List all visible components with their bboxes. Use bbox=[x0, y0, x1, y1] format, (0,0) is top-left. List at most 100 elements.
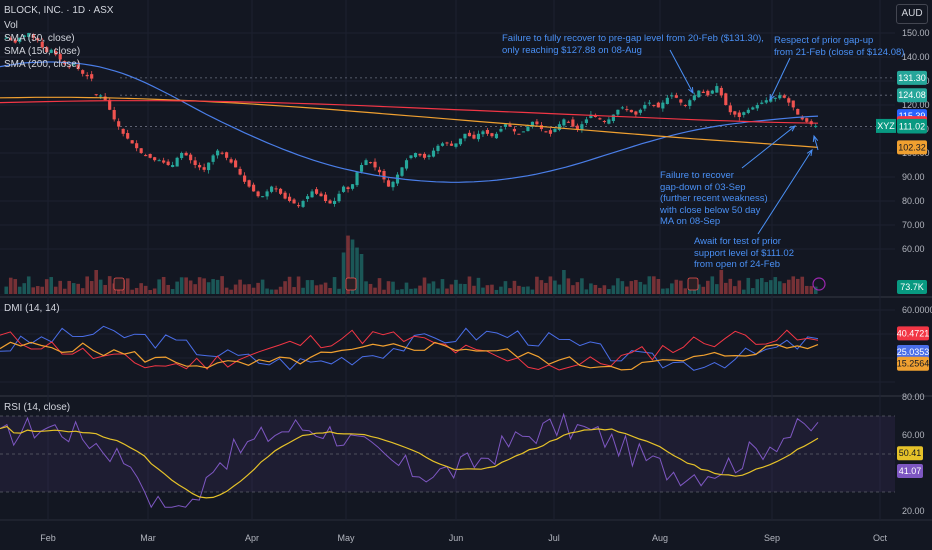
volume-bar bbox=[768, 280, 773, 294]
volume-bar bbox=[584, 289, 589, 294]
volume-bar bbox=[463, 283, 467, 294]
volume-bar bbox=[44, 279, 49, 294]
annotation-gap-recovery: Failure to fully recover to pre-gap leve… bbox=[502, 33, 764, 56]
volume-bar bbox=[485, 285, 490, 294]
dmi-pane-title[interactable]: DMI (14, 14) bbox=[4, 303, 60, 314]
volume-bar bbox=[544, 282, 548, 294]
candle-body bbox=[126, 133, 130, 139]
annotation-gap-down: Failure to recover gap-down of 03-Sep (f… bbox=[660, 170, 768, 227]
candle-body bbox=[117, 121, 121, 127]
candle-body bbox=[341, 186, 346, 192]
candle-body bbox=[265, 191, 269, 197]
candle-body bbox=[252, 184, 256, 192]
volume-bar bbox=[764, 282, 769, 294]
candle-body bbox=[36, 38, 40, 41]
volume-bar bbox=[67, 280, 72, 294]
candle-body bbox=[800, 116, 804, 120]
candle-body bbox=[279, 188, 283, 194]
volume-bar bbox=[490, 284, 494, 294]
volume-bar bbox=[737, 280, 742, 294]
candle-body bbox=[449, 143, 454, 146]
rsi-value-text: 50.41 bbox=[899, 448, 922, 458]
candle-body bbox=[805, 118, 809, 122]
candle-body bbox=[301, 201, 305, 207]
candle-body bbox=[216, 150, 220, 156]
dmi-value-label bbox=[897, 356, 929, 371]
volume-bar bbox=[557, 284, 562, 294]
volume-bar bbox=[746, 277, 751, 294]
volume-bar bbox=[40, 286, 45, 294]
rsi-tick-label: 60.00 bbox=[902, 430, 925, 440]
volume-bar bbox=[251, 287, 256, 294]
candle-body bbox=[382, 170, 386, 180]
symbol-title[interactable]: BLOCK, INC. · 1D · ASX bbox=[4, 5, 114, 16]
volume-bar bbox=[80, 288, 85, 294]
candle-body bbox=[787, 98, 791, 103]
candle-body bbox=[135, 143, 139, 149]
candle-body bbox=[476, 133, 481, 140]
volume-bar bbox=[314, 285, 319, 294]
dmi-value-text: 15.2564 bbox=[897, 359, 930, 369]
volume-bar bbox=[188, 280, 193, 294]
candle-body bbox=[346, 187, 350, 189]
annotation-arrow bbox=[813, 135, 819, 151]
volume-bar bbox=[346, 235, 350, 294]
candle-body bbox=[782, 95, 786, 98]
volume-bar bbox=[179, 277, 184, 294]
candle-body bbox=[710, 90, 714, 94]
volume-bar bbox=[701, 286, 706, 294]
volume-bars bbox=[4, 235, 826, 294]
legend-sma200[interactable]: SMA (200, close) bbox=[4, 59, 81, 70]
volume-bar bbox=[589, 283, 593, 294]
volume-bar bbox=[17, 286, 22, 294]
legend-vol[interactable]: Vol bbox=[4, 20, 18, 31]
candle-body bbox=[602, 120, 606, 122]
candle-body bbox=[76, 64, 80, 69]
volume-bar bbox=[238, 279, 242, 294]
sma50-line bbox=[0, 61, 819, 183]
x-tick-label: Apr bbox=[245, 533, 259, 543]
volume-bar bbox=[418, 285, 422, 294]
legend-sma50[interactable]: SMA (50, close) bbox=[4, 33, 75, 44]
volume-bar bbox=[741, 289, 746, 294]
adx-line bbox=[0, 341, 819, 371]
candle-body bbox=[494, 133, 499, 139]
candle-body bbox=[440, 143, 445, 146]
rsi-pane[interactable] bbox=[0, 412, 895, 509]
volume-bar bbox=[643, 284, 647, 294]
volume-bar bbox=[404, 282, 409, 294]
y-tick-label: 60.00 bbox=[902, 244, 925, 254]
candle-body bbox=[207, 162, 211, 171]
candle-body bbox=[9, 38, 13, 41]
volume-bar bbox=[634, 280, 638, 294]
candle-body bbox=[148, 154, 152, 158]
volume-bar bbox=[593, 284, 598, 294]
legend-sma150[interactable]: SMA (150, close) bbox=[4, 46, 81, 57]
volume-bar bbox=[283, 281, 287, 294]
volume-bar bbox=[319, 284, 323, 294]
dmi-pane[interactable] bbox=[0, 325, 819, 371]
candle-body bbox=[13, 39, 17, 43]
candle-body bbox=[490, 133, 494, 137]
annotation-support-test: Await for test of prior support level of… bbox=[694, 236, 794, 270]
volume-bar bbox=[220, 276, 224, 294]
volume-bar bbox=[62, 288, 67, 294]
volume-bar bbox=[445, 288, 449, 294]
candle-body bbox=[544, 131, 548, 133]
candle-body bbox=[760, 102, 764, 104]
candlesticks[interactable] bbox=[4, 32, 818, 209]
volume-bar bbox=[710, 276, 715, 294]
volume-bar bbox=[337, 288, 341, 294]
dmi-tick-label: 60.0000 bbox=[902, 305, 932, 315]
rsi-pane-title[interactable]: RSI (14, close) bbox=[4, 402, 71, 413]
candle-body bbox=[274, 188, 278, 190]
candle-body bbox=[512, 128, 517, 132]
candle-body bbox=[656, 102, 660, 108]
x-tick-label: Jul bbox=[548, 533, 560, 543]
volume-bar bbox=[85, 276, 89, 294]
candle-body bbox=[728, 105, 732, 113]
candle-body bbox=[620, 107, 624, 109]
candle-body bbox=[553, 129, 557, 132]
currency-button[interactable]: AUD bbox=[896, 4, 928, 24]
